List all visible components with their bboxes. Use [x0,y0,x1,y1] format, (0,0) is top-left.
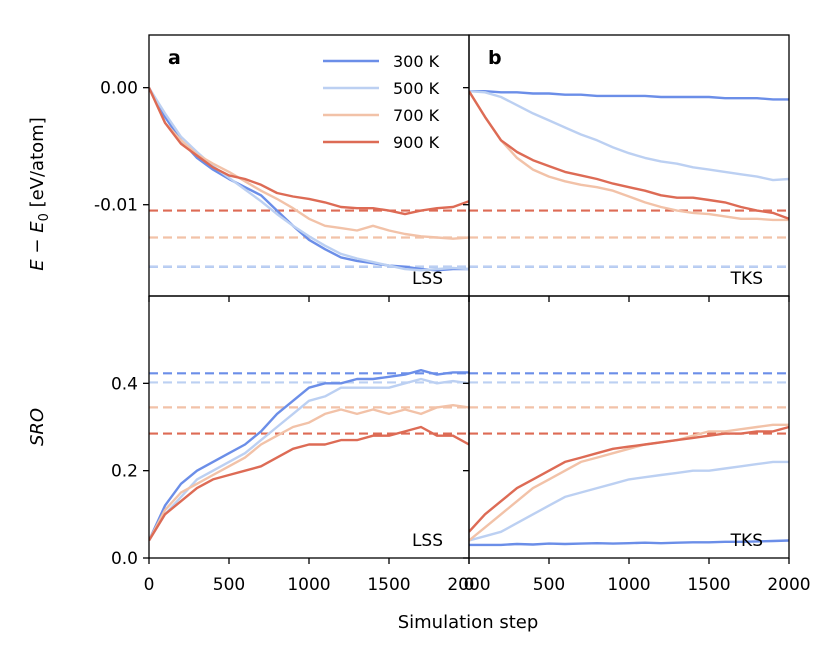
panel-top-1-plot-area [469,89,789,268]
panel-bottom-1-x-tick-label-0: 0 [464,575,475,595]
panel-top-0-series-line-1 [149,87,469,272]
y-axis-label-top: E − E0 [eV/atom] [27,117,52,270]
panel-top-1-panel-letter: b [488,47,502,69]
panel-bottom-0-x-tick-label-4: 2000 [447,575,490,595]
panel-bottom-1-x-tick-label-1: 500 [533,575,565,595]
panel-bottom-1-series-line-3 [469,423,789,542]
panel-top-1-frame [468,34,790,297]
panel-top-0-panel-letter: a [168,47,181,69]
panel-bottom-1-series-line-4 [469,425,789,533]
panel-bottom-0-x-tick-label-2: 1000 [287,575,330,595]
legend-label-1: 300 K [393,52,440,71]
panel-bottom-1-x-tick-label-2: 1000 [607,575,650,595]
y-axis-label-top-main: E − E [27,221,48,271]
panel-bottom-0-x-tick-label-0: 0 [144,575,155,595]
panel-bottom-0-x-tick-label-3: 1500 [367,575,410,595]
panel-bottom-0-method-label: LSS [412,531,443,551]
plot-layer [149,87,789,547]
panel-bottom-1-x-tick-label-4: 2000 [767,575,810,595]
panel-bottom-1-method-label: TKS [730,531,763,551]
y-axis-label-top-unit: [eV/atom] [27,117,48,213]
x-axis-label: Simulation step [398,612,539,633]
panel-top-0-plot-area [149,87,469,272]
panel-top-0-series-line-4 [149,87,469,216]
panel-bottom-0-x-tick-label-1: 500 [213,575,245,595]
panel-bottom-0-series-line-4 [149,425,469,542]
legend-label-4: 900 K [393,133,440,152]
panel-bottom-1-plot-area [469,372,789,547]
panel-top-0-y-tick-label-1: -0.01 [94,196,138,216]
panel-top-1-series-line-1 [469,89,789,101]
panel-bottom-0-y-tick-label-0: 0.0 [111,549,138,569]
panel-bottom-0-y-tick-label-2: 0.4 [111,374,138,394]
panel-bottom-0-series-line-1 [149,369,469,542]
y-axis-label-top-sub: 0 [37,213,52,221]
panel-bottom-0-series-line-2 [149,377,469,542]
panel-bottom-0-series-line-3 [149,404,469,542]
panel-top-0-method-label: LSS [412,269,443,289]
legend-label-3: 700 K [393,106,440,125]
panel-top-0-frame [148,34,470,297]
panel-bottom-1-x-tick-label-3: 1500 [687,575,730,595]
panel-top-1-series-line-2 [469,90,789,182]
panel-bottom-1-frame [468,295,790,559]
panel-top-0-series-line-3 [149,87,469,240]
panel-bottom-0-y-tick-label-1: 0.2 [111,462,138,482]
panel-top-1-series-line-3 [469,90,789,222]
panel-top-1-series-line-4 [469,90,789,220]
panel-top-0-y-tick-label-0: 0.00 [100,79,138,99]
panel-bottom-0-plot-area [149,369,469,542]
panel-bottom-1-series-line-2 [469,460,789,542]
label-layer: Simulation step E − E0 [eV/atom] SRO [27,117,538,633]
panel-bottom-1-series-line-1 [469,539,789,547]
panel-top-1-method-label: TKS [730,269,763,289]
y-axis-label-bottom: SRO [27,408,48,446]
legend-label-2: 500 K [393,79,440,98]
